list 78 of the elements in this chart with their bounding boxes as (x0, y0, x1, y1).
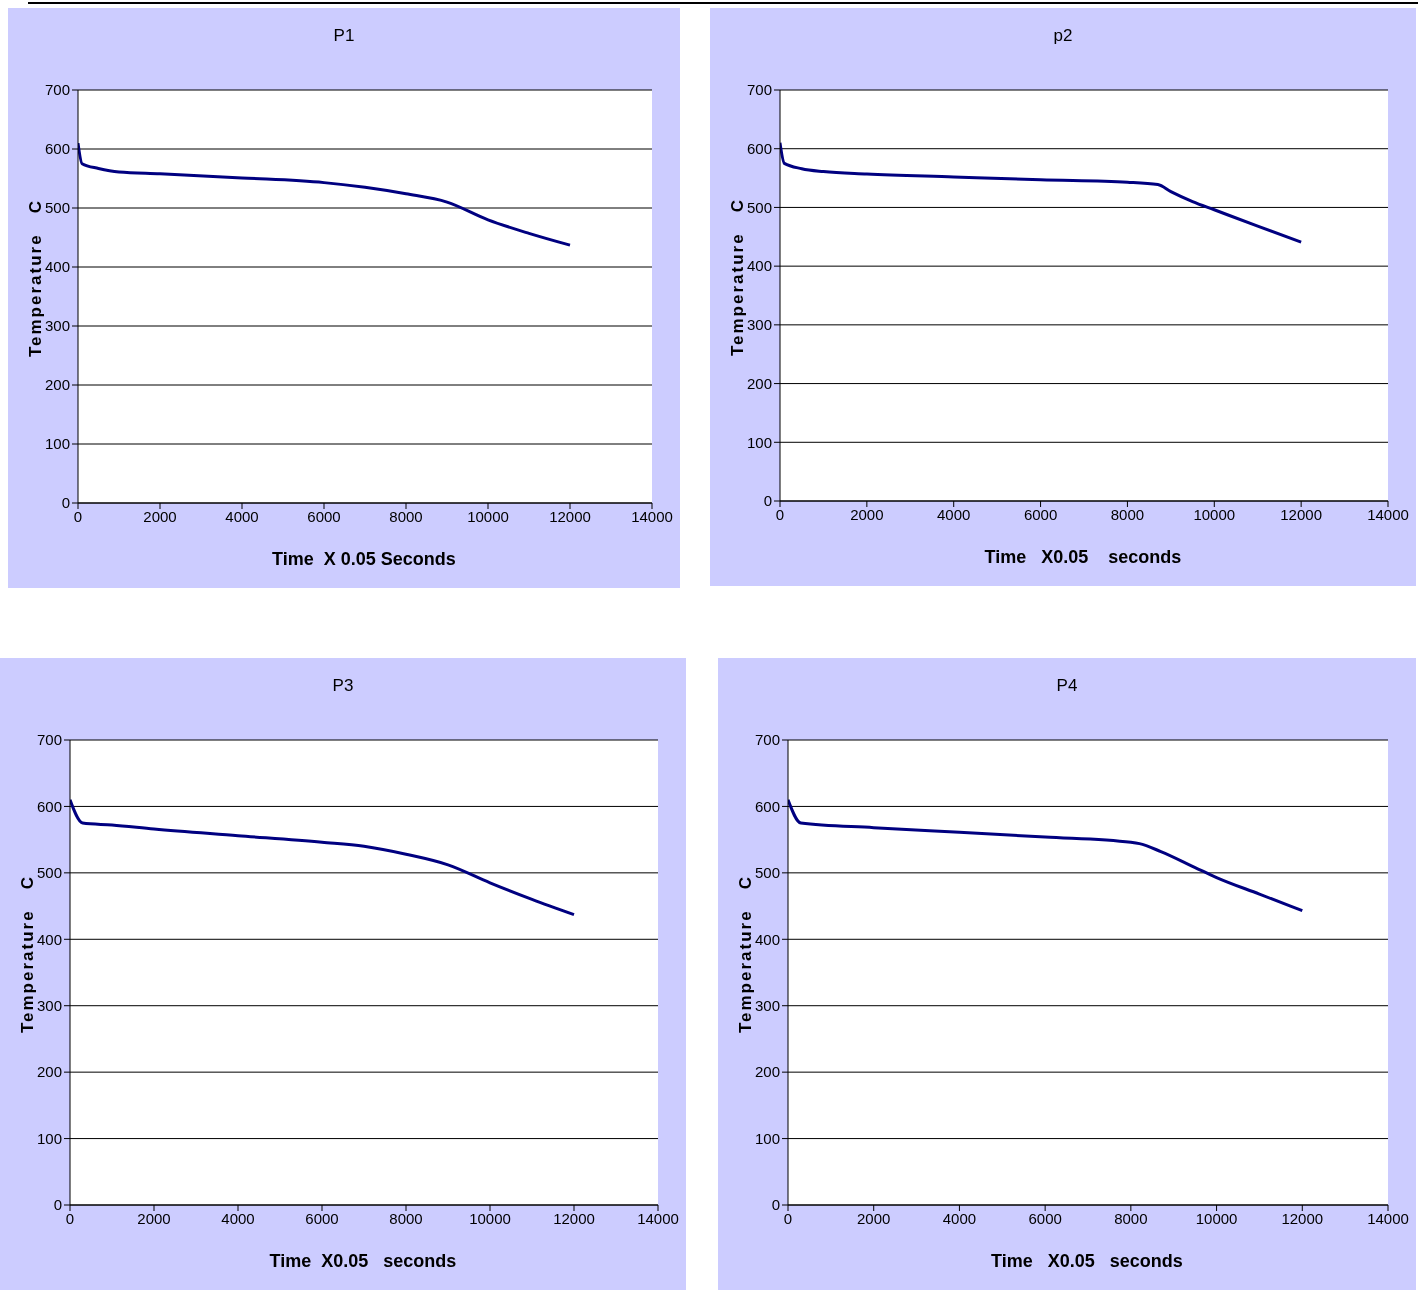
x-tick-label: 12000 (1280, 505, 1322, 523)
y-tick-label: 500 (746, 198, 772, 216)
y-tick-label: 200 (36, 1063, 62, 1081)
y-tick-label: 500 (36, 864, 62, 882)
x-axis-title: Time X0.05 seconds (983, 547, 1183, 568)
y-tick-label: 400 (36, 930, 62, 948)
x-tick-label: 10000 (1195, 1209, 1238, 1227)
y-axis-title: Temperature C (736, 874, 756, 1034)
y-tick-label: 200 (754, 1063, 780, 1081)
y-tick-label: 600 (44, 140, 70, 158)
y-tick-label: 200 (746, 374, 772, 392)
chart-title: p2 (1052, 26, 1074, 46)
x-tick-label: 8000 (389, 507, 423, 525)
y-axis-title: Temperature C (26, 198, 46, 358)
y-axis-title: Temperature C (18, 874, 38, 1034)
x-axis-title: Time X0.05 seconds (990, 1251, 1184, 1272)
y-tick-label: 700 (754, 731, 780, 749)
x-tick-label: 6000 (307, 507, 341, 525)
line-series (70, 798, 576, 917)
x-tick-label: 8000 (1114, 1209, 1148, 1227)
x-tick-label: 6000 (1028, 1209, 1062, 1227)
chart-title: P4 (1055, 676, 1079, 696)
x-tick-label: 8000 (1110, 505, 1145, 523)
y-tick-label: 0 (53, 1196, 62, 1214)
x-tick-label: 14000 (1367, 505, 1409, 523)
x-tick-label: 14000 (1367, 1209, 1409, 1227)
x-tick-label: 2000 (850, 505, 884, 523)
y-tick-label: 0 (771, 1196, 780, 1214)
x-tick-label: 14000 (637, 1209, 679, 1227)
chart-title: P3 (331, 676, 355, 696)
x-tick-label: 10000 (1193, 505, 1236, 523)
chart-title: P1 (332, 26, 356, 46)
y-tick-label: 600 (746, 140, 772, 158)
x-tick-label: 0 (73, 507, 83, 525)
y-tick-label: 600 (754, 797, 780, 815)
x-tick-label: 8000 (389, 1209, 423, 1227)
line-series (78, 141, 572, 247)
y-tick-label: 700 (44, 81, 70, 99)
y-tick-label: 300 (754, 997, 780, 1015)
x-tick-label: 2000 (857, 1209, 891, 1227)
x-tick-label: 4000 (225, 507, 259, 525)
x-tick-label: 10000 (469, 1209, 511, 1227)
y-tick-label: 400 (746, 257, 772, 275)
x-tick-label: 2000 (143, 507, 177, 525)
y-tick-label: 700 (746, 81, 772, 99)
y-tick-label: 400 (44, 258, 70, 276)
x-tick-label: 2000 (137, 1209, 171, 1227)
y-tick-label: 400 (754, 930, 780, 948)
x-tick-label: 14000 (631, 507, 673, 525)
line-series (788, 798, 1304, 913)
x-tick-label: 4000 (221, 1209, 255, 1227)
x-tick-label: 6000 (1023, 505, 1058, 523)
y-tick-label: 200 (44, 376, 70, 394)
y-axis-title: Temperature C (728, 197, 748, 357)
y-tick-label: 100 (44, 435, 70, 453)
y-tick-label: 100 (746, 433, 772, 451)
y-tick-label: 0 (61, 494, 70, 512)
y-tick-label: 0 (763, 492, 772, 510)
y-tick-label: 300 (44, 317, 70, 335)
y-tick-label: 300 (36, 997, 62, 1015)
x-axis-title: Time X0.05 seconds (268, 1251, 458, 1272)
y-tick-label: 500 (44, 199, 70, 217)
x-tick-label: 0 (783, 1209, 793, 1227)
y-tick-label: 300 (746, 316, 772, 334)
y-tick-label: 700 (36, 731, 62, 749)
x-axis-title: Time X 0.05 Seconds (271, 549, 457, 570)
y-tick-label: 100 (36, 1129, 62, 1147)
y-tick-label: 100 (754, 1129, 780, 1147)
x-tick-label: 4000 (942, 1209, 977, 1227)
x-tick-label: 10000 (467, 507, 509, 525)
x-tick-label: 12000 (549, 507, 591, 525)
x-tick-label: 6000 (305, 1209, 339, 1227)
x-tick-label: 12000 (1281, 1209, 1324, 1227)
y-tick-label: 500 (754, 864, 780, 882)
x-tick-label: 12000 (553, 1209, 595, 1227)
x-tick-label: 4000 (937, 505, 971, 523)
line-series (780, 141, 1303, 244)
y-tick-label: 600 (36, 797, 62, 815)
